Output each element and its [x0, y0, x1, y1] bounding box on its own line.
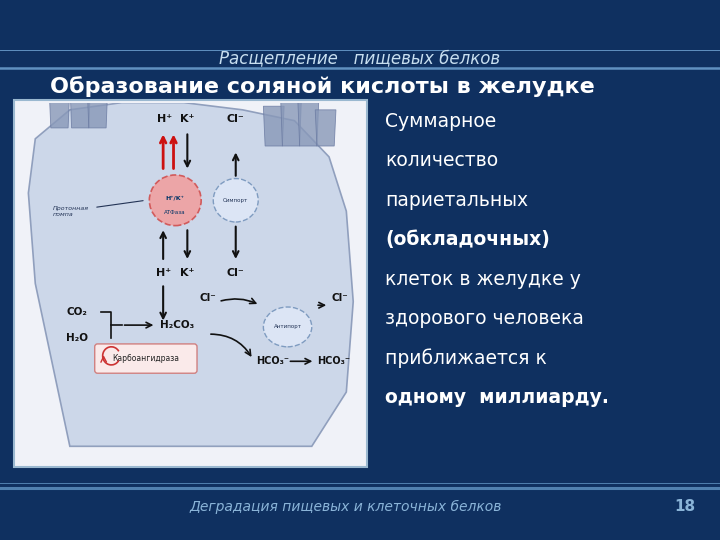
Text: H⁺: H⁺ [156, 268, 171, 278]
Text: Cl⁻: Cl⁻ [227, 268, 245, 278]
Text: K⁺: K⁺ [180, 114, 194, 124]
Text: Симпорт: Симпорт [223, 198, 248, 203]
Text: АТФаза: АТФаза [164, 211, 186, 215]
Text: клеток в желудке у: клеток в желудке у [385, 269, 581, 289]
Polygon shape [298, 103, 319, 146]
Polygon shape [264, 106, 284, 146]
Text: Образование соляной кислоты в желудке: Образование соляной кислоты в желудке [50, 76, 595, 97]
Polygon shape [28, 103, 354, 446]
Text: количество: количество [385, 151, 498, 171]
Text: Cl⁻: Cl⁻ [331, 293, 348, 303]
Text: приближается к: приближается к [385, 348, 547, 368]
Text: (обкладочных): (обкладочных) [385, 230, 550, 249]
Text: париетальных: париетальных [385, 191, 528, 210]
FancyBboxPatch shape [14, 100, 367, 467]
Text: одному  миллиарду.: одному миллиарду. [385, 388, 609, 407]
Text: K⁺: K⁺ [180, 268, 194, 278]
Ellipse shape [213, 179, 258, 222]
Ellipse shape [149, 175, 201, 226]
Text: CO₂: CO₂ [66, 307, 87, 318]
Text: Суммарное: Суммарное [385, 112, 497, 131]
Polygon shape [315, 110, 336, 146]
Polygon shape [49, 88, 70, 128]
Text: Расщепление   пищевых белков: Расщепление пищевых белков [220, 49, 500, 68]
Text: Деградация пищевых и клеточных белков: Деградация пищевых и клеточных белков [189, 500, 502, 514]
Text: Cl⁻: Cl⁻ [199, 293, 217, 303]
Text: Антипорт: Антипорт [274, 325, 302, 329]
Ellipse shape [264, 307, 312, 347]
Text: Протонная
помпа: Протонная помпа [53, 206, 89, 217]
FancyBboxPatch shape [95, 344, 197, 373]
Text: 18: 18 [675, 499, 696, 514]
Text: HCO₃⁻: HCO₃⁻ [256, 356, 289, 366]
Text: H₂O: H₂O [66, 333, 89, 343]
Text: HCO₃⁻: HCO₃⁻ [317, 356, 350, 366]
Polygon shape [70, 81, 91, 128]
Text: H⁺/K⁺: H⁺/K⁺ [166, 196, 185, 201]
Text: здорового человека: здорового человека [385, 309, 584, 328]
Polygon shape [281, 99, 302, 146]
Polygon shape [87, 84, 108, 128]
Text: H₂CO₃: H₂CO₃ [160, 320, 194, 330]
Text: H⁺: H⁺ [157, 114, 173, 124]
Text: Cl⁻: Cl⁻ [227, 114, 245, 124]
Text: Карбоангидраза: Карбоангидраза [112, 354, 179, 363]
